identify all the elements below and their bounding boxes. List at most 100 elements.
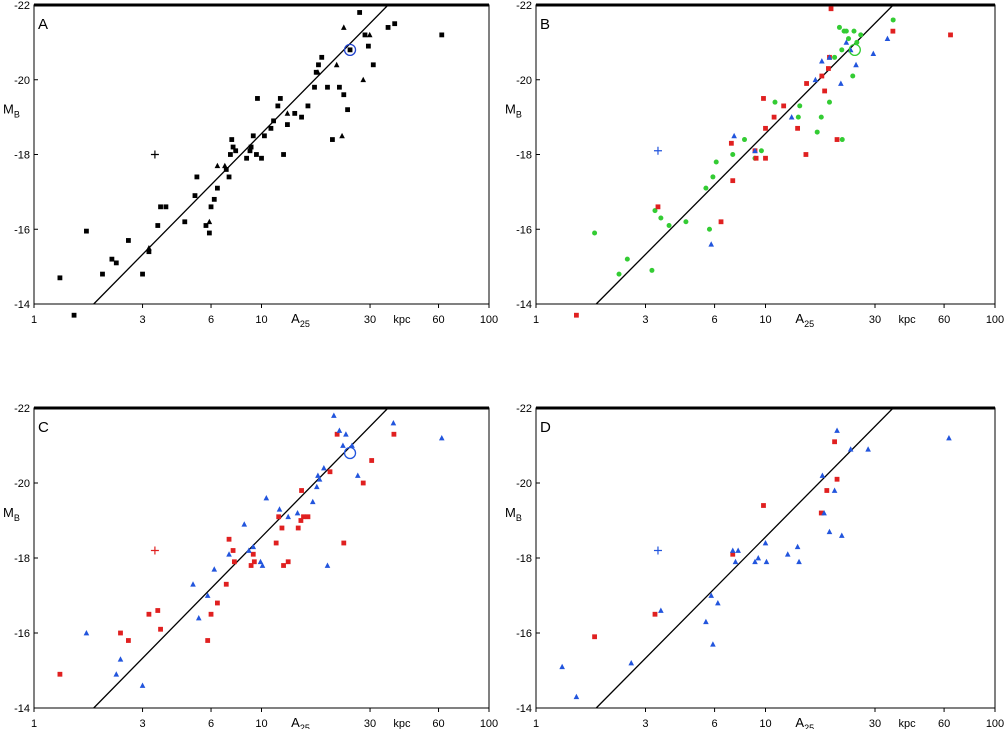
data-point-square bbox=[285, 122, 290, 127]
data-point-triangle bbox=[438, 435, 445, 441]
data-point-square bbox=[347, 47, 353, 53]
data-point-square bbox=[146, 611, 152, 617]
data-point-circle bbox=[858, 32, 864, 38]
panel-d: 1 3 6 10 30 60 100 -14 -16 -18 -20 -22 D MB A25 kpc bbox=[505, 403, 1004, 729]
data-point-square bbox=[247, 148, 253, 154]
data-point-square bbox=[369, 458, 375, 463]
data-point-circle bbox=[703, 185, 709, 191]
data-point-square bbox=[215, 600, 220, 606]
data-point-square bbox=[890, 28, 896, 34]
x-tick-label: 30 bbox=[869, 314, 881, 326]
y-tick-label: -16 bbox=[14, 628, 30, 640]
y-axis-label-sub: B bbox=[14, 513, 20, 523]
x-tick-label: 1 bbox=[533, 314, 539, 326]
data-point-square bbox=[325, 84, 330, 90]
panel-a: 1 3 6 10 30 60 100 -14 -16 -18 -20 -22 A MB A25 kpc bbox=[3, 0, 498, 329]
x-axis-unit: kpc bbox=[393, 314, 411, 326]
data-point-square bbox=[223, 581, 229, 587]
data-point-square bbox=[118, 630, 123, 636]
data-point-circle bbox=[666, 223, 672, 229]
data-point-square bbox=[126, 638, 131, 643]
data-point-square bbox=[203, 223, 209, 228]
data-point-triangle bbox=[784, 551, 791, 557]
y-tick-label: -16 bbox=[516, 628, 532, 640]
data-point-triangle bbox=[826, 54, 833, 60]
data-point-square bbox=[84, 228, 89, 234]
data-point-square bbox=[182, 219, 188, 225]
data-point-square bbox=[140, 271, 145, 277]
data-point-square bbox=[57, 671, 63, 677]
data-point-circle bbox=[658, 215, 664, 221]
data-point-square bbox=[215, 185, 220, 191]
x-tick-label: 3 bbox=[642, 314, 648, 326]
data-point-triangle bbox=[190, 581, 196, 587]
data-point-circle bbox=[890, 17, 896, 23]
data-point-triangle bbox=[559, 663, 565, 670]
data-point-square bbox=[146, 249, 152, 255]
data-point-triangle bbox=[708, 241, 715, 247]
data-point-triangle bbox=[316, 476, 323, 482]
data-point-square bbox=[818, 510, 824, 516]
data-point-square bbox=[211, 196, 217, 202]
data-point-triangle bbox=[259, 562, 266, 568]
y-tick-label: -18 bbox=[516, 553, 532, 565]
panel-label: C bbox=[38, 419, 49, 436]
data-point-square bbox=[301, 514, 306, 520]
data-point-square bbox=[57, 275, 63, 281]
plot-frame bbox=[535, 407, 996, 709]
y-tick-label: -14 bbox=[516, 703, 532, 715]
y-tick-label: -20 bbox=[14, 478, 30, 490]
data-point-square bbox=[795, 125, 801, 131]
y-axis-label: MB bbox=[3, 505, 20, 523]
y-tick-label: -14 bbox=[516, 299, 532, 311]
data-point-square bbox=[313, 69, 319, 75]
data-point-circle bbox=[797, 103, 803, 109]
y-axis-label: MB bbox=[3, 101, 20, 119]
data-point-triangle bbox=[315, 472, 321, 478]
x-tick-label: 3 bbox=[642, 718, 648, 729]
data-point-triangle bbox=[195, 615, 202, 621]
data-point-square bbox=[305, 103, 311, 109]
data-point-circle bbox=[814, 129, 820, 135]
data-point-square bbox=[824, 488, 830, 493]
fit-line bbox=[93, 4, 389, 305]
data-point-square bbox=[223, 167, 229, 172]
data-point-triangle bbox=[343, 431, 349, 437]
data-point-circle bbox=[343, 43, 357, 56]
data-point-triangle bbox=[819, 58, 825, 64]
data-point-square bbox=[730, 551, 736, 557]
data-point-square bbox=[592, 634, 597, 640]
data-point-square bbox=[192, 193, 198, 199]
data-point-triangle bbox=[336, 427, 343, 433]
data-point-square bbox=[248, 144, 254, 150]
data-point-square bbox=[248, 563, 254, 568]
data-point-square bbox=[337, 84, 342, 90]
x-tick-label: 30 bbox=[869, 718, 881, 729]
data-point-square bbox=[316, 62, 321, 68]
plot-frame bbox=[33, 4, 490, 305]
data-point-circle bbox=[592, 230, 598, 236]
data-point-triangle bbox=[354, 472, 361, 478]
data-point-square bbox=[259, 155, 264, 161]
data-point-triangle bbox=[831, 487, 838, 493]
plot-frame bbox=[535, 4, 996, 305]
data-point-triangle bbox=[339, 132, 345, 139]
data-point-triangle bbox=[821, 510, 827, 516]
data-point-triangle bbox=[715, 600, 721, 606]
data-point-circle bbox=[836, 24, 842, 30]
panel-label: A bbox=[38, 16, 48, 33]
data-point-triangle bbox=[826, 528, 833, 535]
data-point-triangle bbox=[204, 592, 211, 598]
data-point-square bbox=[271, 118, 276, 124]
data-point-square bbox=[360, 480, 366, 486]
data-point-triangle bbox=[853, 61, 859, 68]
x-tick-label: 30 bbox=[364, 718, 376, 729]
data-point-square bbox=[292, 110, 298, 116]
data-point-square bbox=[357, 10, 363, 15]
data-point-triangle bbox=[113, 671, 120, 677]
x-axis-unit: kpc bbox=[899, 314, 917, 326]
data-point-triangle bbox=[83, 630, 90, 636]
data-point-triangle bbox=[884, 35, 891, 42]
data-point-square bbox=[126, 238, 131, 243]
